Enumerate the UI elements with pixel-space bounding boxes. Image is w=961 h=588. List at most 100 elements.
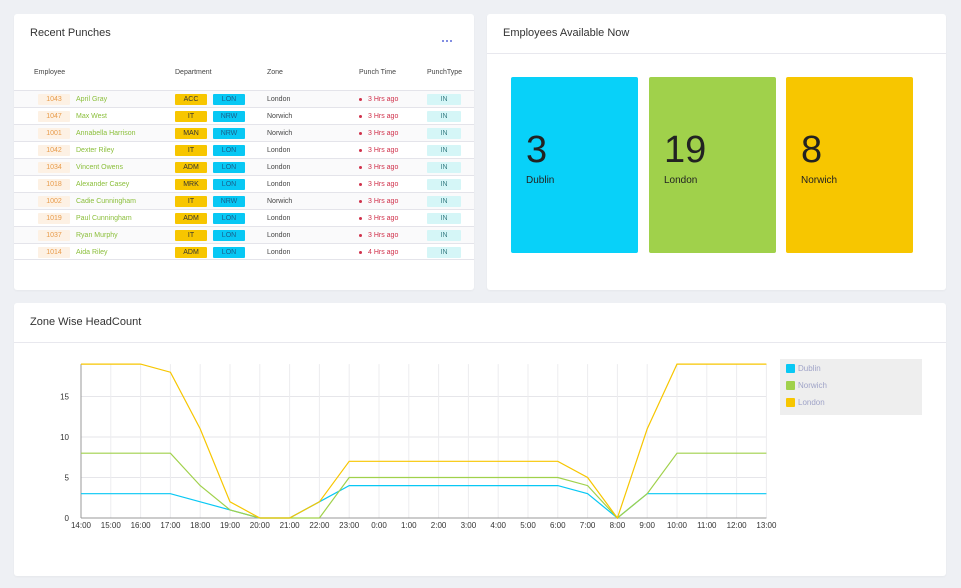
x-tick-label: 7:00 [580, 521, 596, 530]
punch-type-badge: IN [427, 128, 461, 139]
zone-name: London [267, 232, 291, 239]
table-row[interactable]: 1019 Paul Cunningham ADM LON London 3 Hrs ago… [14, 209, 474, 226]
zone-code-badge: LON [213, 162, 245, 173]
zone-tile-london[interactable]: 19 London [649, 77, 776, 253]
employee-name-link[interactable]: Dexter Riley [76, 147, 115, 154]
zone-name: London [267, 164, 291, 171]
table-row[interactable]: 1037 Ryan Murphy IT LON London 3 Hrs ago IN [14, 226, 474, 243]
more-options-icon[interactable] [442, 40, 452, 42]
legend-item-dublin[interactable]: Dublin [786, 364, 821, 373]
zone-code-badge: LON [213, 230, 245, 241]
series-line-norwich [81, 452, 767, 519]
x-tick-label: 21:00 [280, 521, 301, 530]
x-tick-label: 2:00 [431, 521, 447, 530]
employee-id-badge: 1043 [38, 94, 70, 105]
department-badge: ADM [175, 213, 207, 224]
zone-code-badge: LON [213, 247, 245, 258]
table-row[interactable]: 1043 April Gray ACC LON London 3 Hrs ago IN [14, 90, 474, 107]
tile-label: London [664, 175, 698, 186]
tile-count: 3 [526, 129, 548, 171]
x-tick-label: 11:00 [697, 521, 717, 530]
column-header-punch-type[interactable]: PunchType [427, 69, 463, 76]
department-badge: MRK [175, 179, 207, 190]
department-badge: IT [175, 145, 207, 156]
column-header-zone[interactable]: Zone [267, 69, 283, 76]
headcount-chart: 0 5 10 15 14:00 15:00 16:00 17:00 18:00 19:00 20:0… [60, 363, 777, 530]
x-tick-label: 23:00 [339, 521, 360, 530]
x-tick-label: 15:00 [101, 521, 122, 530]
employee-id-badge: 1037 [38, 230, 70, 241]
punch-time: 3 Hrs ago [359, 128, 398, 139]
employee-id-badge: 1047 [38, 111, 70, 122]
employee-name-link[interactable]: April Gray [76, 96, 108, 103]
headcount-card: Zone Wise HeadCount 0 5 10 15 14:00 15:00 16:0… [14, 303, 946, 576]
department-badge: IT [175, 111, 207, 122]
table-row[interactable]: 1014 Aida Riley ADM LON London 4 Hrs ago IN [14, 243, 474, 260]
zone-code-badge: NRW [213, 128, 245, 139]
column-header-employee[interactable]: Employee [34, 69, 66, 76]
column-header-department[interactable]: Department [175, 69, 212, 76]
punch-time: 3 Hrs ago [359, 145, 398, 156]
punch-time: 4 Hrs ago [359, 247, 398, 258]
x-tick-label: 13:00 [756, 521, 777, 530]
zone-tile-dublin[interactable]: 3 Dublin [511, 77, 638, 253]
zone-name: London [267, 249, 291, 256]
tile-label: Norwich [801, 175, 838, 186]
y-tick-label: 10 [60, 433, 69, 442]
employee-name-link[interactable]: Paul Cunningham [76, 215, 132, 222]
department-badge: ACC [175, 94, 207, 105]
employee-id-badge: 1018 [38, 179, 70, 190]
zone-code-badge: LON [213, 94, 245, 105]
punches-table-body: 1043 April Gray ACC LON London 3 Hrs ago IN 104… [14, 90, 474, 260]
zone-name: London [267, 181, 291, 188]
series-line-dublin [81, 485, 767, 519]
chart-legend: Dublin Norwich London [780, 359, 922, 415]
x-tick-label: 3:00 [461, 521, 477, 530]
zone-tile-norwich[interactable]: 8 Norwich [786, 77, 913, 253]
x-tick-label: 8:00 [610, 521, 626, 530]
punch-time: 3 Hrs ago [359, 230, 398, 241]
zone-code-badge: NRW [213, 111, 245, 122]
table-row[interactable]: 1042 Dexter Riley IT LON London 3 Hrs ago IN [14, 141, 474, 158]
zone-name: London [267, 96, 291, 103]
x-tick-label: 6:00 [550, 521, 566, 530]
legend-swatch [786, 381, 795, 390]
tile-count: 19 [664, 129, 707, 171]
tile-count: 8 [801, 129, 823, 171]
table-row[interactable]: 1018 Alexander Casey MRK LON London 3 Hrs ago… [14, 175, 474, 192]
table-row[interactable]: 1002 Cadie Cunningham IT NRW Norwich 3 Hrs ag… [14, 192, 474, 209]
zone-name: London [267, 215, 291, 222]
employee-id-badge: 1019 [38, 213, 70, 224]
employee-name-link[interactable]: Vincent Owens [76, 164, 123, 171]
department-badge: IT [175, 230, 207, 241]
legend-item-norwich[interactable]: Norwich [786, 381, 827, 390]
legend-label: Norwich [798, 381, 827, 390]
table-header: Employee Department Zone Punch Time Punc… [14, 69, 474, 83]
punch-time: 3 Hrs ago [359, 179, 398, 190]
employee-name-link[interactable]: Alexander Casey [76, 181, 130, 188]
recent-punches-card: Recent Punches Employee Department Zone … [14, 14, 474, 290]
zone-code-badge: NRW [213, 196, 245, 207]
zone-name: Norwich [267, 198, 293, 205]
punch-type-badge: IN [427, 179, 461, 190]
employees-available-title: Employees Available Now [503, 27, 630, 39]
employee-name-link[interactable]: Annabella Harrison [76, 130, 136, 137]
employee-name-link[interactable]: Aida Riley [76, 249, 108, 256]
x-tick-label: 0:00 [371, 521, 387, 530]
employees-available-card: Employees Available Now 3 Dublin 19 Lond… [487, 14, 946, 290]
table-row[interactable]: 1034 Vincent Owens ADM LON London 3 Hrs ago IN [14, 158, 474, 175]
employee-id-badge: 1002 [38, 196, 70, 207]
employee-name-link[interactable]: Max West [76, 113, 107, 120]
employee-id-badge: 1034 [38, 162, 70, 173]
table-row[interactable]: 1047 Max West IT NRW Norwich 3 Hrs ago IN [14, 107, 474, 124]
table-row[interactable]: 1001 Annabella Harrison MAN NRW Norwich 3 Hrs… [14, 124, 474, 141]
x-tick-label: 5:00 [520, 521, 536, 530]
punch-type-badge: IN [427, 162, 461, 173]
punch-type-badge: IN [427, 247, 461, 258]
employee-name-link[interactable]: Ryan Murphy [76, 232, 118, 239]
x-tick-label: 10:00 [667, 521, 688, 530]
legend-item-london[interactable]: London [786, 398, 825, 407]
employee-name-link[interactable]: Cadie Cunningham [76, 198, 136, 205]
column-header-punch-time[interactable]: Punch Time [359, 69, 396, 76]
x-tick-label: 4:00 [490, 521, 506, 530]
